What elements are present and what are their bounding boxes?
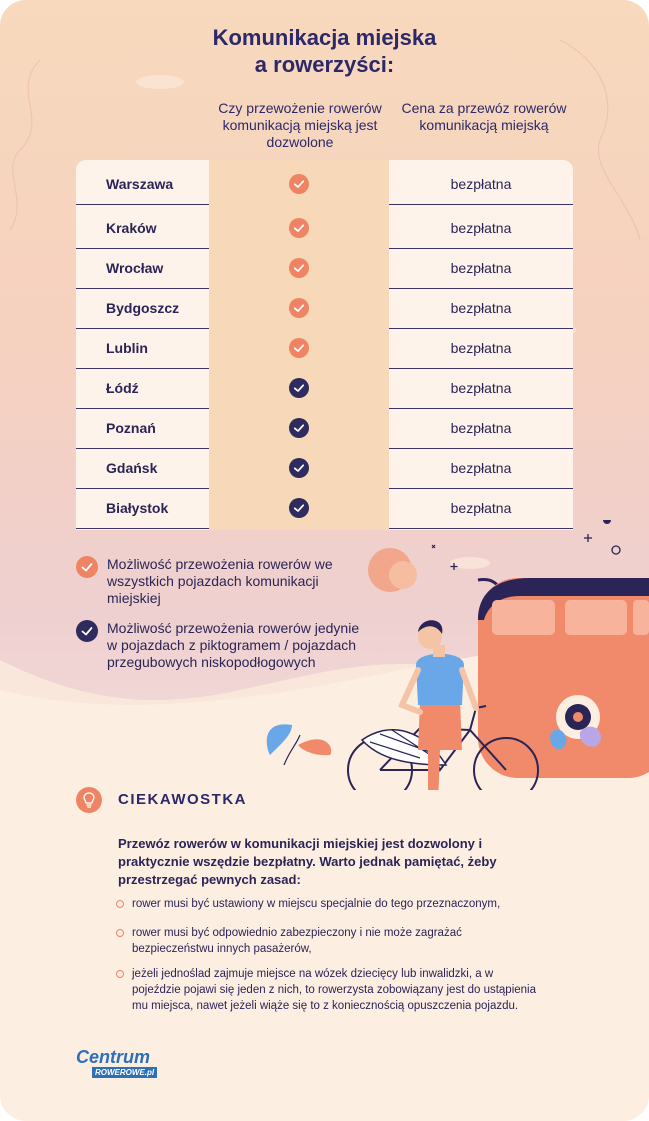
tip-title: CIEKAWOSTKA — [118, 791, 247, 808]
city-name: Wrocław — [106, 260, 164, 276]
city-name: Bydgoszcz — [106, 300, 180, 316]
check-icon — [289, 338, 309, 358]
check-icon — [289, 174, 309, 194]
price-value: bezpłatna — [450, 420, 512, 436]
check-icon — [289, 378, 309, 398]
row-divider-gap — [209, 527, 389, 530]
city-name: Lublin — [106, 340, 148, 356]
price-value: bezpłatna — [450, 380, 512, 396]
row-divider — [76, 203, 573, 206]
tip-bullet-text: rower musi być odpowiednio zabezpieczony… — [132, 927, 462, 955]
row-divider-gap — [209, 367, 389, 370]
price-value: bezpłatna — [450, 460, 512, 476]
row-divider — [76, 287, 573, 290]
title-line-2: a rowerzyści: — [254, 52, 395, 77]
legend-text-orange: Możliwość przewożenia rowerów we wszystk… — [107, 556, 333, 606]
table-row: Gdańsk bezpłatna — [76, 448, 573, 490]
price-value: bezpłatna — [450, 500, 512, 516]
city-name: Łódź — [106, 380, 139, 396]
city-name: Warszawa — [106, 176, 174, 192]
table-row: Lublin bezpłatna — [76, 328, 573, 370]
row-divider-gap — [209, 447, 389, 450]
logo-text: Centrum — [76, 1047, 151, 1067]
price-value: bezpłatna — [450, 300, 512, 316]
logo-subtext: ROWEROWE.pl — [92, 1067, 158, 1078]
price-value: bezpłatna — [450, 260, 512, 276]
legend-text-navy: Możliwość przewożenia rowerów jedynie w … — [107, 620, 360, 670]
bullet-dot — [116, 970, 124, 978]
row-divider-gap — [209, 203, 389, 206]
check-icon — [289, 298, 309, 318]
check-icon — [289, 458, 309, 478]
check-icon — [289, 258, 309, 278]
city-name: Gdańsk — [106, 460, 158, 476]
bullet-dot — [116, 929, 124, 937]
table-row: Warszawa bezpłatna — [76, 164, 573, 206]
lightbulb-icon — [76, 787, 102, 813]
price-value: bezpłatna — [450, 340, 512, 356]
row-divider-gap — [209, 407, 389, 410]
cities-table: Warszawa bezpłatna Kraków bezpłatna Wrocław b… — [76, 160, 573, 530]
table-row: Bydgoszcz bezpłatna — [76, 288, 573, 330]
row-divider-gap — [209, 327, 389, 330]
check-icon — [289, 418, 309, 438]
tip-lead: Przewóz rowerów w komunikacji miejskiej … — [118, 836, 497, 887]
table-row: Łódź bezpłatna — [76, 368, 573, 410]
city-name: Poznań — [106, 420, 156, 436]
table-row: Białystok bezpłatna — [76, 488, 573, 530]
row-divider — [76, 327, 573, 330]
bullet-dot — [116, 900, 124, 908]
tip-bullet-text: rower musi być ustawiony w miejscu specj… — [132, 898, 501, 910]
check-icon — [76, 620, 98, 642]
table-row: Kraków bezpłatna — [76, 208, 573, 250]
row-divider — [76, 487, 573, 490]
column-header-price: Cena za przewóz rowerów komunikacją miej… — [401, 100, 567, 133]
column-header-allowed: Czy przewożenie rowerów komunikacją miej… — [218, 100, 382, 150]
check-icon — [289, 498, 309, 518]
page-title: Komunikacja miejska a rowerzyści: — [0, 24, 649, 78]
row-divider-gap — [209, 247, 389, 250]
price-value: bezpłatna — [450, 176, 512, 192]
check-icon — [76, 556, 98, 578]
row-divider — [76, 407, 573, 410]
price-value: bezpłatna — [450, 220, 512, 236]
tip-bullet-text: jeżeli jednoślad zajmuje miejsce na wóze… — [132, 968, 537, 1012]
row-divider-gap — [209, 287, 389, 290]
row-divider — [76, 367, 573, 370]
row-divider — [76, 247, 573, 250]
city-name: Kraków — [106, 220, 157, 236]
row-divider-gap — [209, 487, 389, 490]
table-row: Poznań bezpłatna — [76, 408, 573, 450]
cyclist-bus-illustration — [266, 520, 649, 790]
brand-logo[interactable]: Centrum ROWEROWE.pl — [72, 1045, 158, 1085]
title-line-1: Komunikacja miejska — [212, 25, 437, 50]
check-icon — [289, 218, 309, 238]
table-row: Wrocław bezpłatna — [76, 248, 573, 290]
row-divider — [76, 447, 573, 450]
row-divider — [76, 527, 573, 530]
city-name: Białystok — [106, 500, 169, 516]
